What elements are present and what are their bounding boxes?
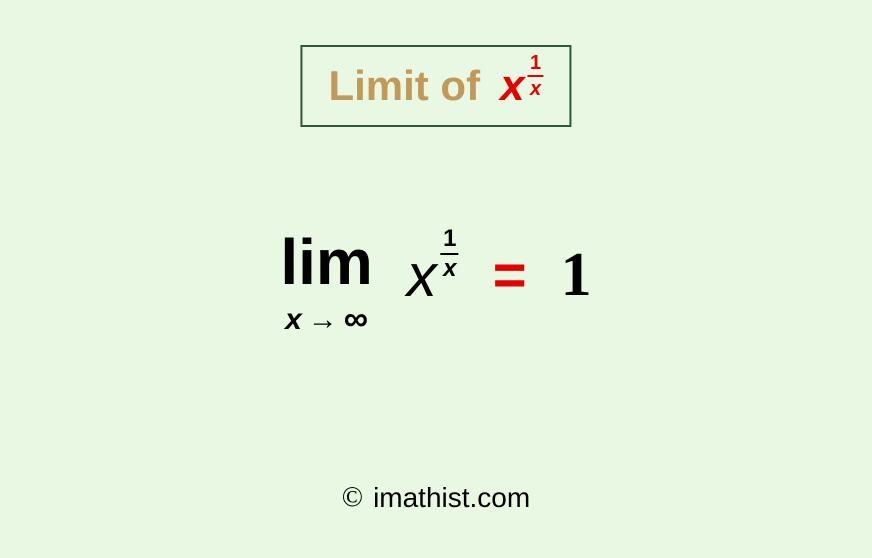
equals-sign: = — [493, 242, 527, 309]
credit-line: © imathist.com — [342, 482, 530, 514]
title-exponent: 1 x — [528, 53, 544, 99]
equation-expression: x 1 x — [407, 241, 459, 310]
title-exp-fraction-bar — [528, 75, 544, 77]
title-text: Limit of — [328, 62, 480, 110]
limit-operator: lim x → ∞ — [280, 230, 372, 339]
lim-variable: x — [285, 303, 302, 337]
limit-equation: lim x → ∞ x 1 x = 1 — [280, 230, 591, 339]
eq-exponent: 1 x — [441, 227, 459, 281]
title-exp-numerator: 1 — [530, 53, 541, 73]
arrow-icon: → — [308, 303, 338, 337]
title-base: x — [500, 61, 524, 111]
credit-text: imathist.com — [373, 482, 530, 514]
eq-exp-denominator: x — [443, 257, 456, 281]
eq-base: x — [407, 241, 437, 310]
copyright-icon: © — [342, 482, 363, 514]
title-exp-denominator: x — [530, 79, 541, 99]
title-expression: x 1 x — [500, 61, 543, 111]
lim-subscript: x → ∞ — [285, 300, 368, 339]
infinity-symbol: ∞ — [344, 300, 368, 339]
lim-word: lim — [280, 230, 372, 294]
title-box: Limit of x 1 x — [300, 45, 571, 127]
eq-exp-numerator: 1 — [443, 227, 456, 251]
result-value: 1 — [561, 240, 592, 311]
